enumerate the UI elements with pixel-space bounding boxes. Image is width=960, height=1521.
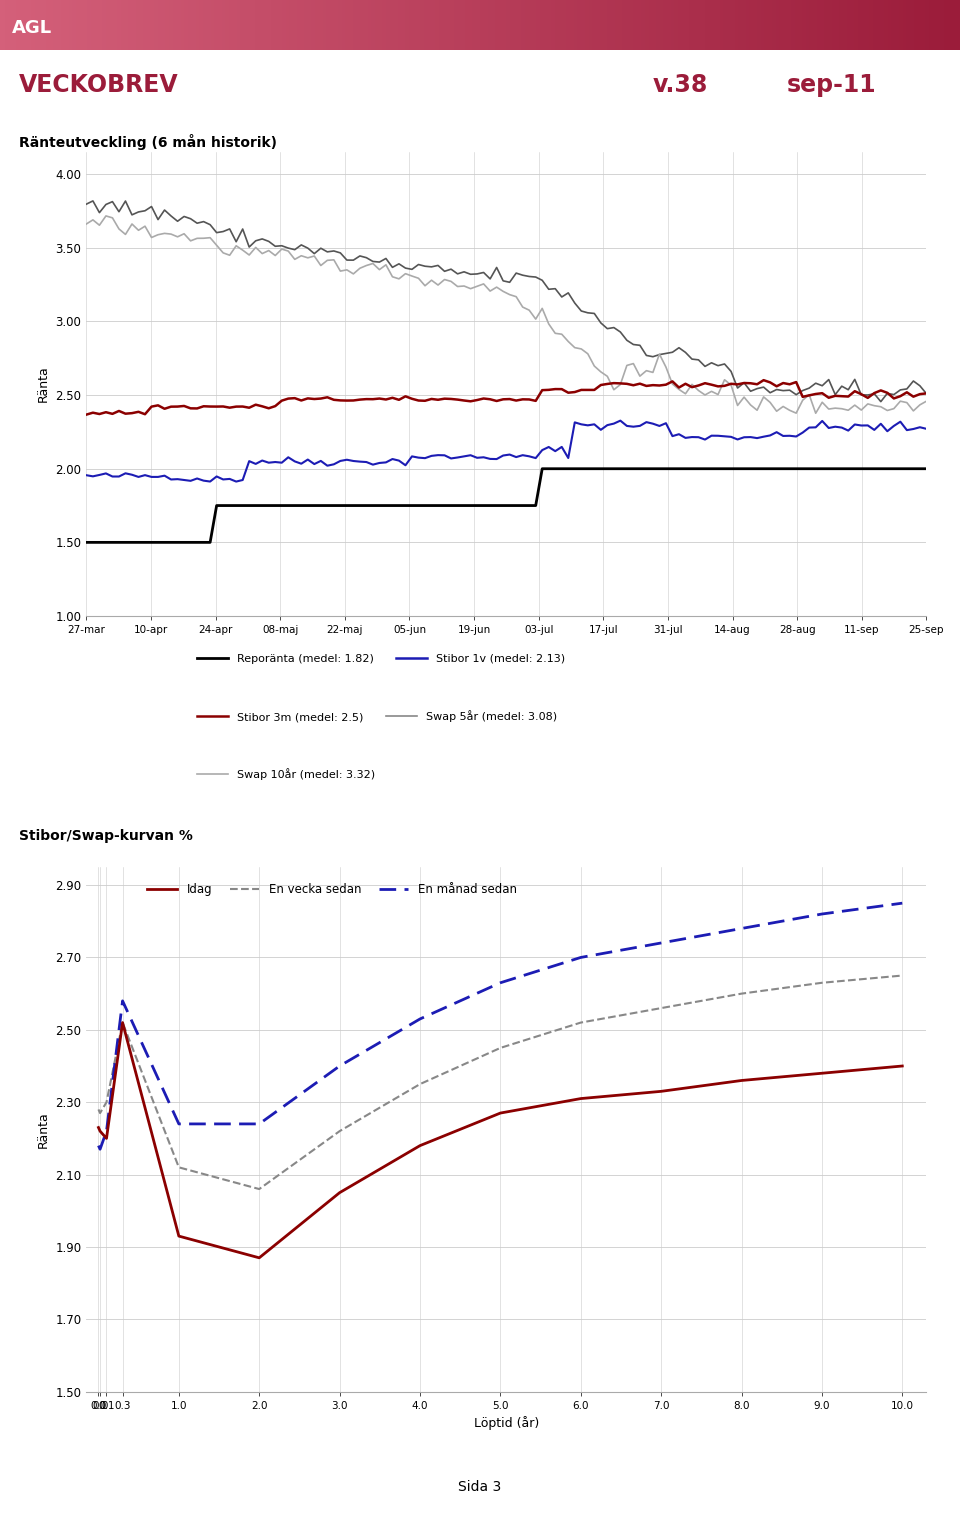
Idag [173, 1227, 184, 1246]
En månad sedan [897, 894, 908, 913]
Line: En vecka sedan: En vecka sedan [99, 975, 902, 1189]
En vecka sedan [494, 1039, 506, 1057]
Text: Stibor/Swap-kurvan %: Stibor/Swap-kurvan % [19, 829, 193, 843]
X-axis label: Löptid (år): Löptid (år) [474, 1416, 539, 1430]
Y-axis label: Ränta: Ränta [37, 365, 50, 403]
En vecka sedan [735, 984, 747, 1002]
En vecka sedan [897, 966, 908, 984]
Text: VECKOBREV: VECKOBREV [19, 73, 179, 97]
En månad sedan [117, 992, 129, 1010]
En månad sedan [414, 1010, 425, 1028]
En vecka sedan [656, 999, 667, 1018]
Text: sep-11: sep-11 [787, 73, 876, 97]
Idag [897, 1057, 908, 1075]
En månad sedan [93, 1136, 105, 1154]
En månad sedan [816, 905, 828, 923]
Idag [101, 1129, 112, 1147]
En vecka sedan [334, 1122, 346, 1141]
En månad sedan [735, 919, 747, 937]
Line: En månad sedan: En månad sedan [99, 903, 902, 1150]
Idag [94, 1122, 106, 1141]
En vecka sedan [117, 1013, 129, 1031]
Idag [334, 1183, 346, 1202]
En månad sedan [656, 934, 667, 952]
Legend: Reporänta (medel: 1.82), Stibor 1v (medel: 2.13): Reporänta (medel: 1.82), Stibor 1v (mede… [193, 649, 570, 668]
En vecka sedan [94, 1104, 106, 1122]
Legend: Idag, En vecka sedan, En månad sedan: Idag, En vecka sedan, En månad sedan [143, 878, 521, 900]
En vecka sedan [173, 1157, 184, 1176]
En vecka sedan [816, 973, 828, 992]
En vecka sedan [253, 1180, 265, 1199]
Idag [575, 1089, 587, 1107]
Y-axis label: Ränta: Ränta [36, 1110, 50, 1148]
Idag [494, 1104, 506, 1122]
Text: Sida 3: Sida 3 [458, 1480, 502, 1494]
En månad sedan [173, 1115, 184, 1133]
En vecka sedan [575, 1013, 587, 1031]
En månad sedan [253, 1115, 265, 1133]
Text: v.38: v.38 [653, 73, 708, 97]
Line: Idag: Idag [99, 1022, 902, 1258]
En månad sedan [101, 1122, 112, 1141]
En månad sedan [94, 1141, 106, 1159]
En månad sedan [334, 1057, 346, 1075]
Idag [253, 1249, 265, 1267]
Idag [735, 1071, 747, 1089]
En vecka sedan [93, 1100, 105, 1118]
Idag [414, 1136, 425, 1154]
En månad sedan [494, 973, 506, 992]
Idag [117, 1013, 129, 1031]
En vecka sedan [414, 1075, 425, 1094]
Idag [93, 1118, 105, 1136]
Text: AGL: AGL [12, 18, 52, 37]
Legend: Swap 10år (medel: 3.32): Swap 10år (medel: 3.32) [193, 764, 380, 785]
En vecka sedan [101, 1094, 112, 1112]
En månad sedan [575, 948, 587, 966]
Idag [656, 1083, 667, 1101]
Legend: Stibor 3m (medel: 2.5), Swap 5år (medel: 3.08): Stibor 3m (medel: 2.5), Swap 5år (medel:… [193, 706, 562, 727]
Text: Ränteutveckling (6 mån historik): Ränteutveckling (6 mån historik) [19, 134, 277, 151]
Idag [816, 1065, 828, 1083]
